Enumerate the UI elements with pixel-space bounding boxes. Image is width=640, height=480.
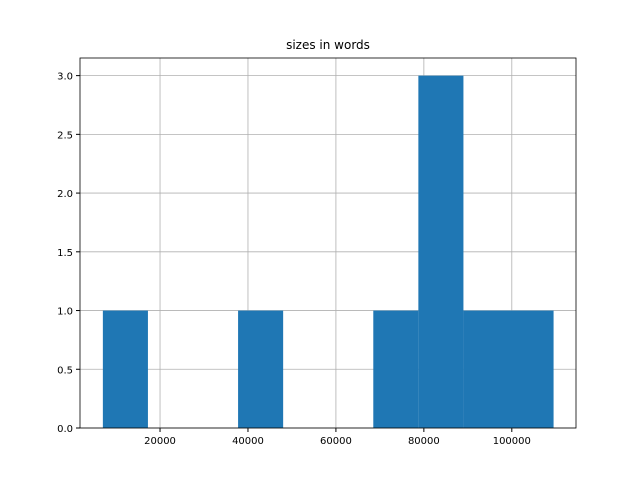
x-tick-label: 20000 bbox=[144, 436, 176, 447]
plot-frame bbox=[79, 57, 577, 429]
y-tick-label: 3.0 bbox=[57, 72, 73, 83]
bar bbox=[463, 310, 509, 428]
chart-title: sizes in words bbox=[286, 38, 370, 52]
y-tick-label: 0.5 bbox=[57, 365, 73, 376]
x-tick-label: 100000 bbox=[493, 436, 531, 447]
bar bbox=[238, 310, 284, 428]
x-tick-label: 80000 bbox=[408, 436, 440, 447]
y-tick-label: 0.0 bbox=[57, 424, 73, 435]
x-tick-label: 60000 bbox=[320, 436, 352, 447]
bar bbox=[418, 75, 464, 428]
y-tick-label: 2.0 bbox=[57, 189, 73, 200]
x-tick-label: 40000 bbox=[232, 436, 264, 447]
y-tick-label: 1.5 bbox=[57, 248, 73, 259]
bar bbox=[508, 310, 554, 428]
y-tick-label: 2.5 bbox=[57, 130, 73, 141]
bar bbox=[373, 310, 419, 428]
y-tick-label: 1.0 bbox=[57, 307, 73, 318]
bar bbox=[102, 310, 148, 428]
